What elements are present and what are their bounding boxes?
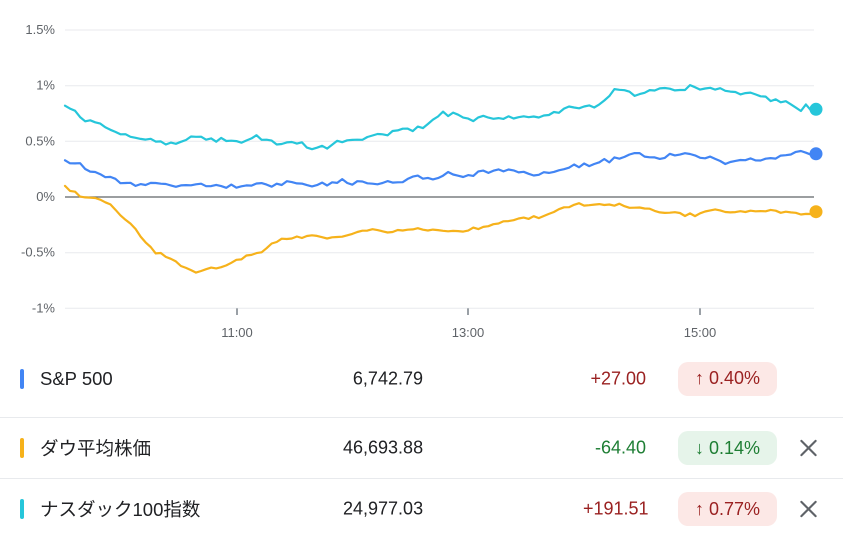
svg-text:-0.5%: -0.5% — [21, 245, 55, 260]
svg-text:15:00: 15:00 — [684, 325, 717, 340]
svg-text:0%: 0% — [36, 189, 55, 204]
svg-text:-1%: -1% — [32, 300, 56, 315]
svg-text:13:00: 13:00 — [452, 325, 485, 340]
svg-text:11:00: 11:00 — [221, 325, 253, 340]
svg-text:0.5%: 0.5% — [25, 133, 55, 148]
svg-text:1%: 1% — [36, 78, 55, 93]
svg-text:1.5%: 1.5% — [25, 22, 55, 37]
